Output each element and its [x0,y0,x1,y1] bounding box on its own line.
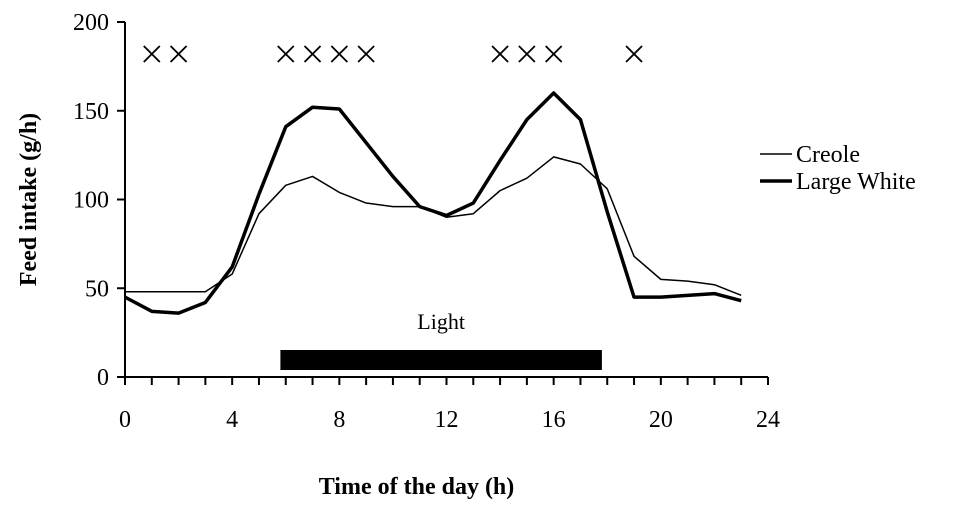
significance-marker [625,45,643,63]
significance-markers [143,45,643,63]
y-tick-label: 0 [97,365,109,391]
series-lines [124,91,742,315]
series-line-creole [125,156,742,297]
x-tick-label: 12 [435,407,459,433]
legend-label-creole: Creole [796,142,860,168]
significance-marker [491,45,509,63]
x-axis-title: Time of the day (h) [319,474,515,500]
x-tick-label: 16 [542,407,566,433]
significance-marker [545,45,563,63]
significance-marker [357,45,375,63]
y-tick-label: 200 [73,10,109,36]
significance-marker [277,45,295,63]
significance-marker [330,45,348,63]
y-tick-label: 50 [85,276,109,302]
y-tick-label: 100 [73,188,109,214]
significance-marker [143,45,161,63]
significance-marker [169,45,188,63]
x-tick-label: 8 [333,407,345,433]
x-ticks: 0 4 8 12 16 20 24 [119,377,780,433]
significance-marker [518,45,536,63]
y-tick-label: 150 [73,99,109,125]
y-ticks: 0 50 100 150 200 [73,10,125,391]
light-period-label: Light [417,309,465,334]
light-period-bar [280,350,602,370]
x-tick-label: 4 [226,407,238,433]
light-period: Light [280,309,602,370]
y-axis-title: Feed intake (g/h) [16,113,42,286]
x-tick-label: 24 [756,407,780,433]
x-tick-label: 20 [649,407,673,433]
series-line-large-white [124,91,742,315]
significance-marker [303,45,322,63]
x-tick-label: 0 [119,407,131,433]
legend-label-large-white: Large White [796,169,916,195]
